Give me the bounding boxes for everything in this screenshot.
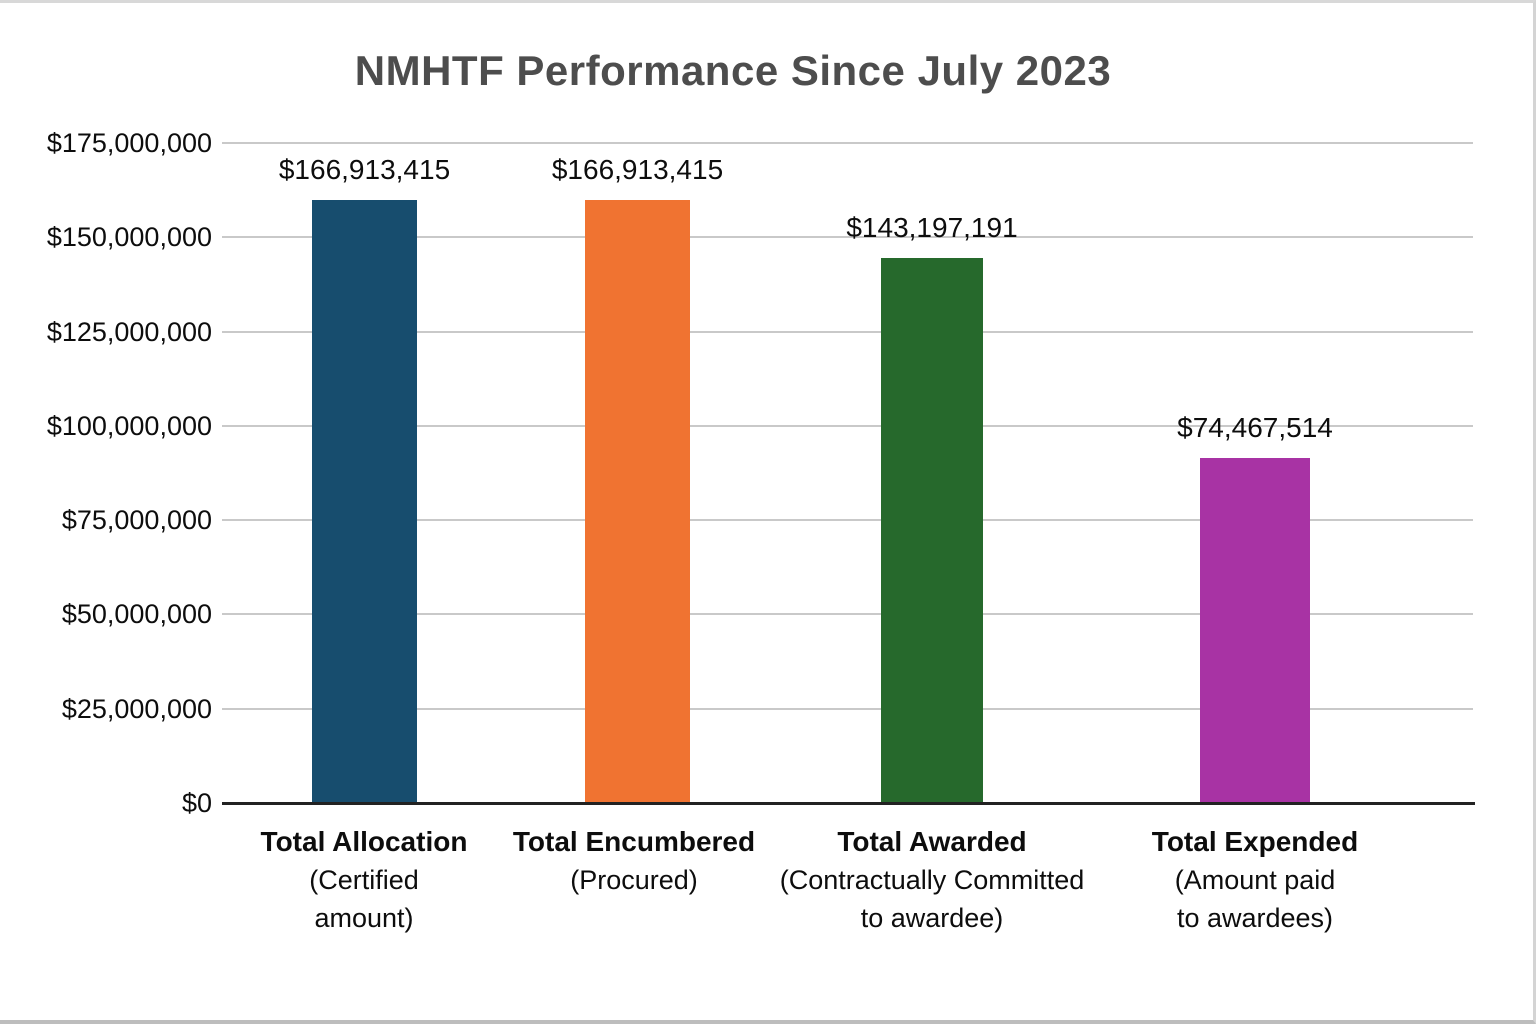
category-label: Total Expended (Amount paid to awardees) <box>1075 823 1435 937</box>
category-label-title: Total Awarded <box>837 826 1027 857</box>
bar-value-label: $74,467,514 <box>1177 412 1333 443</box>
x-axis-line <box>222 802 1475 805</box>
y-tick-label: $125,000,000 <box>46 316 212 347</box>
y-tick-label: $175,000,000 <box>46 128 212 158</box>
y-gridline <box>222 707 1473 710</box>
y-gridline <box>222 142 1473 144</box>
category-label: Total Awarded (Contractually Committed to … <box>752 823 1112 937</box>
y-tick-label: $75,000,000 <box>61 505 212 536</box>
category-label-title: Total Allocation <box>260 826 468 857</box>
category-label-title: Total Encumbered <box>512 826 756 857</box>
bar <box>585 200 690 803</box>
y-tick-label: $25,000,000 <box>61 693 212 724</box>
category-label-subtitle: to awardee) <box>860 903 1004 933</box>
y-gridline <box>222 424 1473 427</box>
bar-value-label: $143,197,191 <box>846 212 1018 243</box>
category-label-title: Total Expended <box>1151 826 1359 857</box>
category-label: Total Allocation (Certified amount) <box>184 823 544 937</box>
y-tick-label: $0 <box>181 788 212 818</box>
category-label-subtitle: (Amount paid <box>1174 865 1336 895</box>
y-tick-label: $100,000,000 <box>46 410 212 441</box>
category-label-subtitle: (Procured) <box>570 865 698 895</box>
bar <box>1200 458 1310 803</box>
bar-value-label: $166,913,415 <box>551 154 724 185</box>
y-gridline <box>222 236 1473 239</box>
y-gridline <box>222 613 1473 616</box>
y-gridline <box>222 330 1473 333</box>
y-tick-label: $50,000,000 <box>61 599 212 630</box>
category-label-subtitle: (Contractually Committed <box>779 865 1085 895</box>
category-label: Total Encumbered (Procured) <box>454 823 814 899</box>
category-label-subtitle: to awardees) <box>1176 903 1334 933</box>
category-label-subtitle: amount) <box>314 903 414 933</box>
category-label-subtitle: (Certified <box>309 865 419 895</box>
y-gridline <box>222 519 1473 522</box>
chart-title: NMHTF Performance Since July 2023 <box>354 47 1112 94</box>
bar <box>881 258 983 803</box>
bar-value-label: $166,913,415 <box>278 154 451 185</box>
y-tick-label: $150,000,000 <box>46 222 212 253</box>
bar <box>312 200 417 803</box>
